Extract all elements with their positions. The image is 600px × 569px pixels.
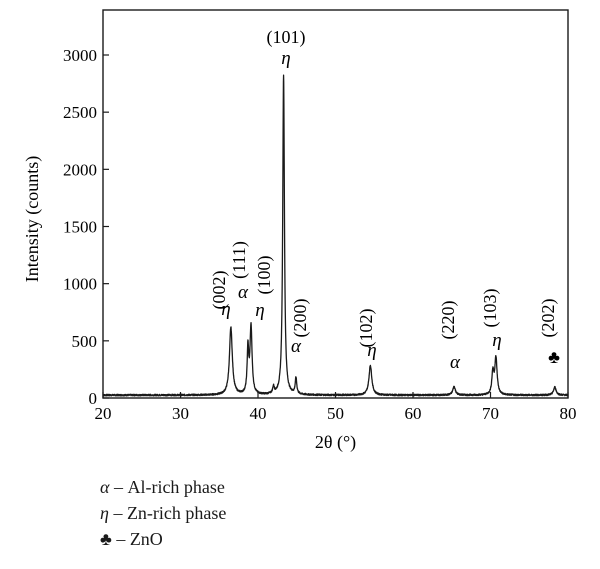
phase-label: η [367,340,376,361]
peak-label: (220) [438,301,459,340]
phase-label: η [221,299,230,320]
peak-label: (111) [229,241,250,279]
y-tick-label: 1000 [63,275,97,294]
y-tick-label: 2000 [63,160,97,179]
alpha-symbol: α [100,477,110,497]
phase-label: η [255,300,264,321]
club-icon: ♣ [100,529,112,549]
y-tick-label: 0 [89,389,98,408]
x-tick-label: 40 [250,404,267,423]
phase-label: α [450,352,461,373]
peak-label: (103) [480,289,501,328]
x-tick-label: 80 [560,404,577,423]
legend: α – Al-rich phase η – Zn-rich phase ♣ – … [100,474,226,552]
peak-label: (102) [356,309,377,348]
legend-text: – Zn-rich phase [108,503,227,523]
peak-label: (202) [538,299,559,338]
phase-label: α [291,336,302,357]
x-tick-label: 60 [405,404,422,423]
x-axis-title: 2θ (°) [315,432,356,453]
y-tick-label: 2500 [63,103,97,122]
legend-item-zn-rich: η – Zn-rich phase [100,500,226,526]
legend-item-zno: ♣ – ZnO [100,526,226,552]
y-axis-title: Intensity (counts) [22,156,43,282]
eta-symbol: η [100,503,109,523]
xrd-chart: 20 30 40 50 60 70 80 0 500 1000 1500 2000 2500 3000 (… [22,9,577,453]
y-tick-label: 3000 [63,46,97,65]
legend-item-al-rich: α – Al-rich phase [100,474,226,500]
club-icon: ♣ [548,347,560,367]
phase-label: η [281,48,290,69]
x-tick-label: 20 [95,404,112,423]
y-tick-label: 500 [72,332,98,351]
legend-text: – Al-rich phase [109,477,225,497]
legend-text: – ZnO [111,529,163,549]
x-tick-label: 50 [327,404,344,423]
x-tick-label: 30 [172,404,189,423]
peak-label: (100) [254,256,275,295]
x-tick-label: 70 [482,404,499,423]
peak-label: (002) [209,271,230,310]
peak-label: (101) [267,27,306,48]
peak-label: (200) [290,299,311,338]
y-tick-label: 1500 [63,218,97,237]
phase-label: α [238,282,249,303]
phase-label: η [492,330,501,351]
